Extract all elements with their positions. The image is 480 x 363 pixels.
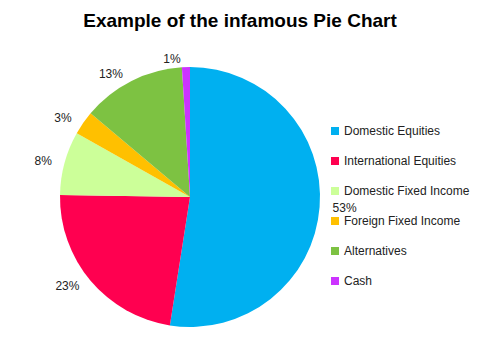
svg-text:International Equities: International Equities: [344, 154, 456, 168]
svg-text:1%: 1%: [163, 52, 181, 66]
svg-text:3%: 3%: [54, 111, 72, 125]
svg-text:8%: 8%: [34, 154, 52, 168]
svg-text:23%: 23%: [55, 279, 79, 293]
svg-text:13%: 13%: [99, 67, 123, 81]
svg-text:53%: 53%: [333, 201, 357, 215]
svg-text:Example of the infamous Pie Ch: Example of the infamous Pie Chart: [83, 10, 397, 31]
svg-text:Foreign Fixed Income: Foreign Fixed Income: [344, 214, 460, 228]
svg-text:Cash: Cash: [344, 274, 372, 288]
svg-text:Domestic Fixed Income: Domestic Fixed Income: [344, 184, 470, 198]
svg-text:Domestic Equities: Domestic Equities: [344, 124, 440, 138]
svg-text:Alternatives: Alternatives: [344, 244, 407, 258]
